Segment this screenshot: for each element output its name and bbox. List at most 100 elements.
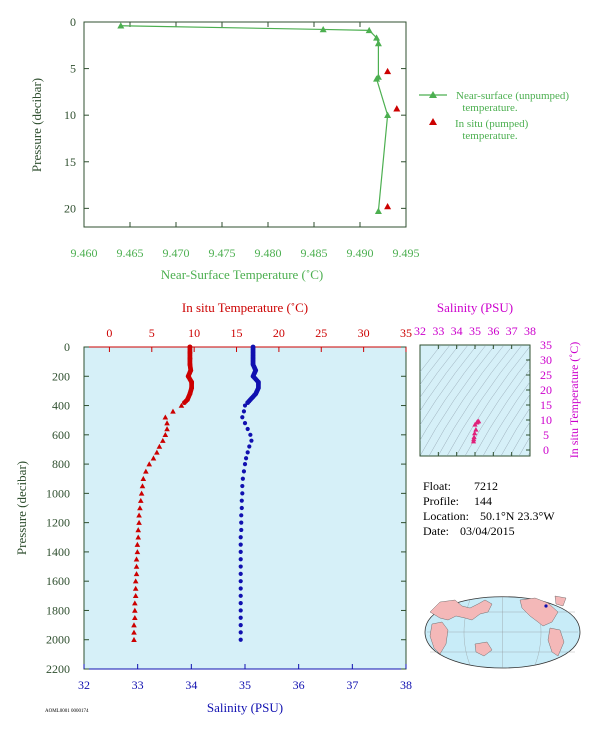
ts-x-tick-label: 34: [451, 324, 463, 338]
temperature-tick-label: 0: [106, 326, 112, 340]
salinity-tick-label: 38: [400, 678, 412, 692]
ts-y-tick-label: 35: [540, 338, 552, 352]
density-contour-line: [420, 345, 460, 398]
profile-y-axis-label: Pressure (decibar): [14, 461, 29, 555]
temperature-profile-point: [136, 512, 142, 518]
salinity-profile-point: [242, 403, 248, 408]
salinity-profile-point: [238, 608, 243, 613]
density-contour-line: [420, 345, 496, 456]
temperature-profile-point: [156, 443, 163, 449]
temperature-profile-point: [170, 408, 176, 414]
temperature-profile-point: [150, 455, 157, 461]
salinity-profile-point: [239, 513, 244, 518]
temperature-profile-point: [134, 549, 141, 555]
density-contour-line: [527, 451, 530, 456]
salinity-profile-point: [240, 483, 245, 489]
density-contour-line: [491, 393, 530, 456]
ts-x-tick-label: 32: [414, 324, 426, 338]
temperature-profile-point: [146, 461, 153, 467]
float-label: Float:: [423, 479, 451, 493]
profile-y-tick-label: 200: [52, 369, 70, 383]
temperature-profile-point: [132, 585, 139, 591]
ts-series: [470, 418, 482, 444]
near-surface-x-tick-label: 9.480: [255, 246, 282, 260]
temperature-profile-point: [131, 629, 137, 635]
near-surface-x-tick-label: 9.465: [117, 246, 144, 260]
near-surface-panel: 9.460 9.465 9.470 9.475 9.480 9.485 9.490 9.495…: [29, 15, 569, 282]
near-surface-temperature-line: [120, 25, 389, 212]
density-contour-line: [420, 345, 478, 426]
near-surface-temperature-point: [374, 207, 382, 214]
profile-y-tick-label: 400: [52, 399, 70, 413]
salinity-profile-point: [239, 505, 244, 511]
salinity-profile-point: [240, 415, 245, 420]
ts-y-tick-label: 15: [540, 398, 552, 412]
temperature-profile-point: [164, 426, 170, 432]
ts-density-contours: [420, 345, 530, 456]
temperature-profile-point: [160, 437, 166, 443]
salinity-profile-point: [240, 476, 245, 481]
density-contour-line: [420, 345, 487, 441]
temperature-profile-point: [137, 505, 143, 511]
temperature-profile-point: [162, 432, 169, 438]
profile-y-tick-label: 0: [64, 340, 70, 354]
temperature-profile-point: [131, 636, 137, 642]
temperature-axis-label: In situ Temperature (˚C): [182, 300, 308, 315]
salinity-profile-point: [247, 444, 252, 449]
temperature-tick-label: 20: [273, 326, 285, 340]
temperature-profile-point: [182, 400, 187, 406]
ts-x-tick-label: 37: [506, 324, 518, 338]
temperature-profile-point: [139, 483, 146, 489]
salinity-profile-point: [241, 469, 247, 474]
salinity-profile-point: [238, 637, 243, 642]
salinity-profile-point: [241, 409, 247, 414]
salinity-profile-point: [238, 571, 243, 576]
salinity-profile-point: [239, 527, 244, 533]
ts-point: [472, 430, 478, 436]
temperature-profile-point: [138, 490, 145, 496]
density-contour-line: [509, 421, 530, 456]
temperature-tick-label: 30: [358, 326, 370, 340]
profile-panel: 0200400600800100012001400160018002000220…: [14, 300, 412, 715]
temperature-profile-point: [137, 497, 144, 503]
near-surface-x-tick-label: 9.495: [393, 246, 420, 260]
near-surface-y-tick-label: 20: [64, 201, 76, 215]
density-contour-line: [446, 345, 523, 456]
ts-point: [471, 434, 477, 440]
density-contour-line: [464, 357, 530, 456]
near-surface-temperature-point: [319, 25, 327, 33]
profile-label: Profile:: [423, 494, 459, 508]
float-value: 7212: [474, 479, 498, 493]
near-surface-x-tick-label: 9.475: [209, 246, 236, 260]
map-land-australia: [474, 641, 493, 657]
in-situ-temperature-point: [384, 203, 392, 210]
near-surface-plot-frame: [83, 21, 407, 228]
salinity-profile-point: [243, 456, 249, 461]
near-surface-temperature-point: [384, 111, 392, 118]
float-info: Float: 7212 Profile: 144 Location: 50.1°…: [423, 479, 555, 538]
temperature-profile-point: [132, 607, 138, 613]
legend-in-situ-label: In situ (pumped): [455, 118, 529, 130]
near-surface-temperature-point: [365, 26, 373, 34]
salinity-profile-point: [238, 630, 243, 635]
in-situ-temperature-point: [393, 105, 401, 112]
near-surface-x-tick-label: 9.470: [163, 246, 190, 260]
profile-value: 144: [474, 494, 492, 508]
temperature-profile-point: [131, 622, 137, 628]
ts-y-tick-label: 25: [540, 368, 552, 382]
salinity-axis-label: Salinity (PSU): [207, 700, 283, 715]
location-value: 50.1°N 23.3°W: [480, 509, 555, 523]
profile-y-tick-label: 1000: [46, 486, 70, 500]
salinity-profile-point: [238, 622, 243, 628]
salinity-tick-label: 36: [293, 678, 305, 692]
salinity-profile-point: [239, 520, 244, 525]
density-contour-line: [420, 345, 469, 412]
temperature-profile-point: [133, 563, 140, 569]
ts-point: [471, 436, 477, 442]
temperature-tick-label: 10: [188, 326, 200, 340]
temperature-profile-point: [132, 600, 138, 606]
salinity-profile-point: [249, 438, 254, 443]
temperature-profile-point: [136, 519, 142, 525]
